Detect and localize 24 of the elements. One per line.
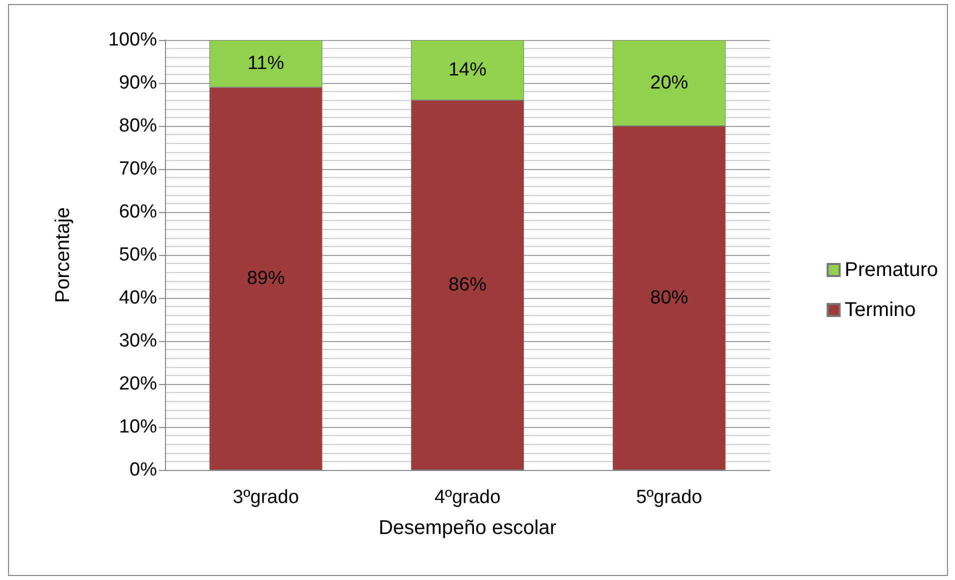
y-tick-label: 100% [108, 30, 158, 50]
data-label: 80% [650, 288, 688, 308]
data-label: 14% [448, 60, 487, 81]
y-tick-label: 30% [118, 330, 158, 352]
legend-label: Prematuro [844, 259, 938, 281]
x-tick-label: 4ºgrado [434, 487, 501, 508]
y-tick-label: 60% [118, 202, 158, 222]
x-tick-label: 3ºgrado [232, 487, 299, 508]
legend-label: Termino [844, 299, 916, 321]
y-tick-label: 90% [118, 72, 158, 94]
y-tick-label: 0% [130, 460, 158, 480]
data-label: 11% [248, 53, 284, 74]
y-tick-label: 70% [118, 158, 158, 180]
y-axis-title: Porcentaje [52, 207, 74, 303]
y-tick-label: 40% [118, 288, 158, 308]
x-tick-label: 5ºgrado [636, 487, 702, 508]
data-label: 89% [246, 268, 285, 290]
data-label: 86% [448, 274, 487, 296]
y-tick-label: 10% [118, 416, 158, 438]
data-label: 20% [650, 72, 688, 94]
x-axis-title: Desempeño escolar [378, 517, 557, 539]
y-tick-label: 80% [118, 116, 158, 136]
y-tick-label: 20% [118, 374, 158, 394]
y-tick-label: 50% [118, 244, 158, 266]
